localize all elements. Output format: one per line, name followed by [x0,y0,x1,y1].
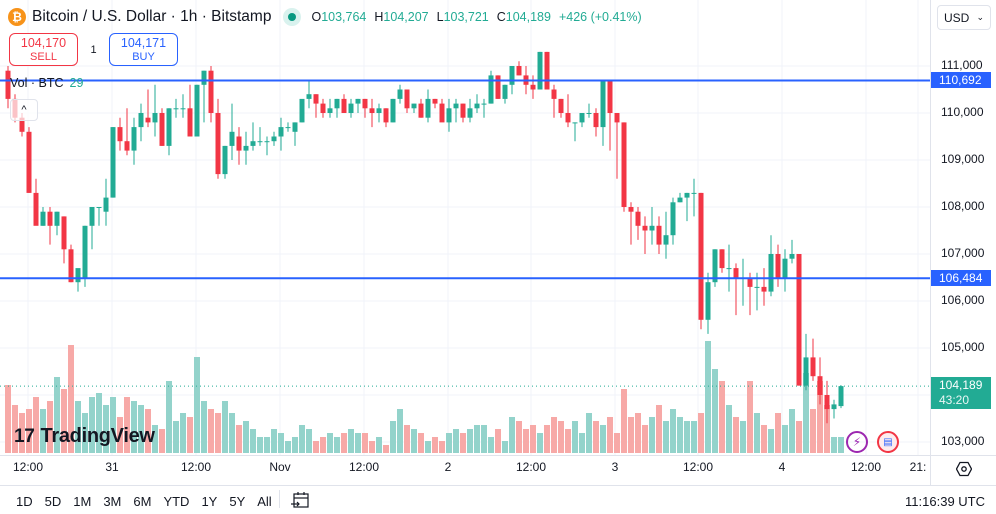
time-tick-label: 3 [611,460,619,474]
time-tick-label: 31 [105,460,119,474]
volume-legend: Vol · BTC 29 [10,76,84,90]
time-tick-label: 12:00 [515,460,547,474]
price-tick-label: 106,000 [941,293,985,307]
range-ytd[interactable]: YTD [163,494,190,509]
time-tick-label: 12:00 [850,460,882,474]
chevron-up-icon: ^ [21,104,27,116]
last-price-tag: 104,189 43:20 [931,377,991,410]
bar-countdown: 43:20 [939,393,970,408]
tradingview-logo[interactable]: 17 TradingView [14,425,155,447]
open-value: 103,764 [321,10,367,24]
time-tick-label: 12:00 [682,460,714,474]
time-tick-label: 12:00 [180,460,212,474]
range-buttons: 1D 5D 1M 3M 6M YTD 1Y 5Y All [16,494,284,509]
time-tick-label: 4 [778,460,786,474]
currency-select[interactable]: USD ⌄ [937,5,991,30]
divider [279,490,280,508]
range-6m[interactable]: 6M [133,494,152,509]
hline-price-tag: 110,692 [931,72,991,89]
last-price-value: 104,189 [939,378,983,393]
symbol-title[interactable]: Bitcoin / U.S. Dollar · 1h · Bitstamp [32,8,272,25]
price-tick-label: 107,000 [941,246,985,260]
price-tick-label: 105,000 [941,340,985,354]
price-tick-label: 103,000 [941,434,985,448]
bottom-toolbar: 1D 5D 1M 3M 6M YTD 1Y 5Y All 11:16:39 UTC [0,486,996,512]
time-tick-label: 12:00 [348,460,380,474]
calendar-goto-icon[interactable] [291,491,311,514]
us-flag-icon[interactable]: ▤ [877,431,899,453]
range-1d[interactable]: 1D [16,494,33,509]
low-value: 103,721 [443,10,489,24]
tradingview-mark-icon: 17 [14,425,35,447]
high-value: 104,207 [383,10,429,24]
range-1m[interactable]: 1M [73,494,92,509]
range-1y[interactable]: 1Y [201,494,218,509]
clock-utc[interactable]: 11:16:39 UTC [905,494,985,509]
bitcoin-icon: ₿ [8,8,26,26]
range-all[interactable]: All [257,494,272,509]
ohlc-values: O103,764 H104,207 L103,721 C104,189 +426… [311,10,642,24]
range-3m[interactable]: 3M [103,494,122,509]
sell-button[interactable]: 104,170 SELL [9,33,78,66]
trade-panel: 104,170 SELL 1 104,171 BUY [9,33,178,66]
time-tick-label: 2 [444,460,452,474]
time-tick-label: 21: [909,460,927,474]
range-5d[interactable]: 5D [44,494,62,509]
time-tick-label: 12:00 [12,460,44,474]
settings-icon[interactable] [953,458,975,480]
hline-price-tag: 106,484 [931,270,991,287]
buy-button[interactable]: 104,171 BUY [109,33,178,66]
price-tick-label: 110,000 [941,105,984,119]
spread-value: 1 [90,43,97,56]
collapse-legend-button[interactable]: ^ [10,99,38,121]
close-value: 104,189 [505,10,551,24]
chart-canvas[interactable] [0,0,996,486]
price-tick-label: 108,000 [941,199,985,213]
change-value: +426 (+0.41%) [558,10,642,24]
market-open-icon [283,8,302,26]
lightning-icon[interactable]: ⚡ [846,431,868,453]
price-tick-label: 109,000 [941,152,985,166]
symbol-legend: ₿ Bitcoin / U.S. Dollar · 1h · Bitstamp … [8,8,642,26]
range-5y[interactable]: 5Y [229,494,246,509]
chevron-down-icon: ⌄ [976,12,984,22]
price-tick-label: 111,000 [941,58,983,72]
time-tick-label: Nov [269,460,291,474]
